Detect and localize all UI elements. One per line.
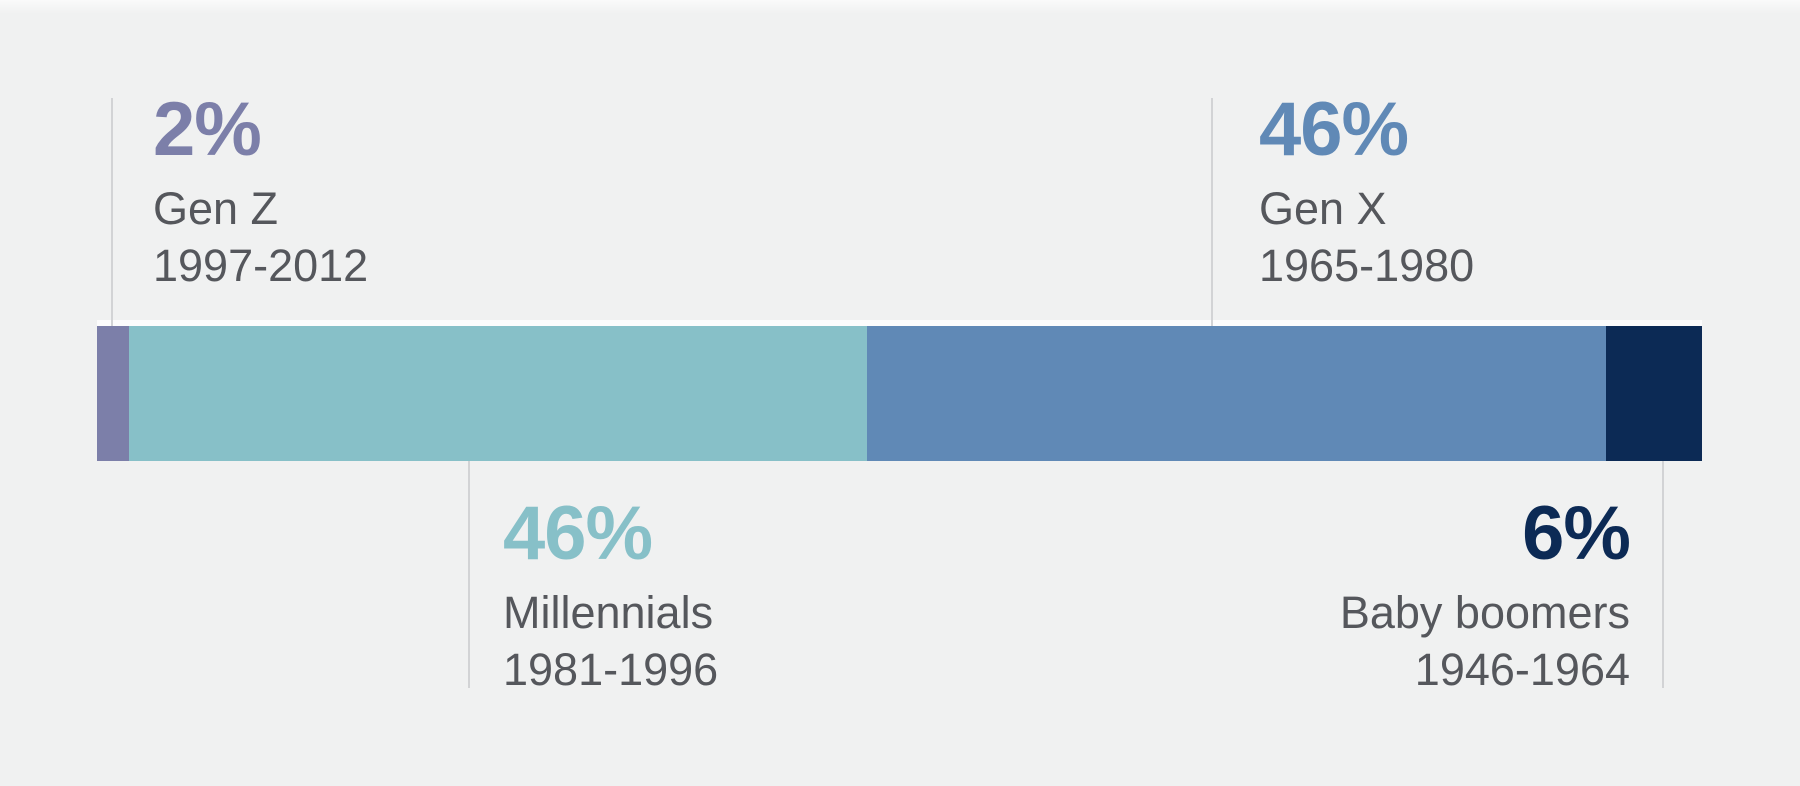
bar-segment-gen-z bbox=[97, 326, 130, 461]
gen-x-value: 46% bbox=[1259, 87, 1409, 172]
leader-line-millennials bbox=[468, 461, 470, 688]
callout-baby-boomers: 6% Baby boomers 1946-1964 bbox=[1339, 491, 1631, 698]
stacked-bar bbox=[97, 326, 1702, 461]
gen-z-value: 2% bbox=[153, 87, 262, 172]
bar-top-highlight bbox=[97, 320, 1702, 326]
millennials-name: Millennials bbox=[503, 587, 714, 638]
millennials-value: 46% bbox=[503, 491, 653, 576]
gen-x-years: 1965-1980 bbox=[1259, 240, 1475, 291]
leader-line-baby-boomers bbox=[1662, 461, 1664, 688]
leader-line-gen-x bbox=[1211, 98, 1213, 326]
baby-boomers-name: Baby boomers bbox=[1339, 587, 1630, 638]
gen-x-name: Gen X bbox=[1259, 183, 1387, 234]
callout-millennials: 46% Millennials 1981-1996 bbox=[503, 496, 718, 698]
bar-segment-millennials bbox=[129, 326, 868, 461]
background-top-highlight bbox=[0, 0, 1800, 14]
baby-boomers-value: 6% bbox=[1522, 491, 1631, 576]
baby-boomers-years: 1946-1964 bbox=[1414, 644, 1630, 695]
leader-line-gen-z bbox=[111, 98, 113, 326]
bar-segment-gen-x bbox=[867, 326, 1606, 461]
callout-gen-x: 46% Gen X 1965-1980 bbox=[1259, 92, 1474, 294]
gen-z-years: 1997-2012 bbox=[153, 240, 369, 291]
millennials-years: 1981-1996 bbox=[503, 644, 719, 695]
gen-z-name: Gen Z bbox=[153, 183, 279, 234]
bar-segment-baby-boomers bbox=[1605, 326, 1702, 461]
callout-gen-z: 2% Gen Z 1997-2012 bbox=[153, 92, 368, 294]
